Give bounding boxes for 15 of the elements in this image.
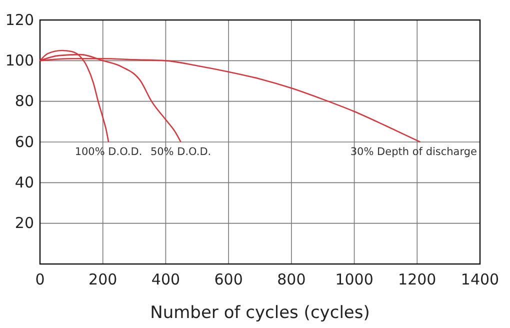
- x-tick-label: 200: [88, 270, 118, 289]
- y-tick-label: 120: [5, 10, 34, 29]
- x-tick-label: 400: [151, 270, 180, 289]
- x-tick-label: 0: [35, 270, 45, 289]
- y-tick-label: 100: [5, 51, 34, 70]
- x-tick-label: 1200: [398, 270, 436, 289]
- x-tick-label: 1000: [335, 270, 374, 289]
- x-tick-label: 800: [277, 270, 306, 289]
- x-axis-title: Number of cycles (cycles): [150, 303, 370, 323]
- x-tick-label: 1400: [460, 270, 500, 289]
- y-tick-label: 80: [14, 92, 34, 110]
- y-tick-label: 40: [14, 173, 34, 192]
- x-tick-label: 600: [214, 270, 243, 289]
- y-tick-label: 60: [14, 132, 34, 151]
- y-tick-label: 20: [14, 214, 34, 232]
